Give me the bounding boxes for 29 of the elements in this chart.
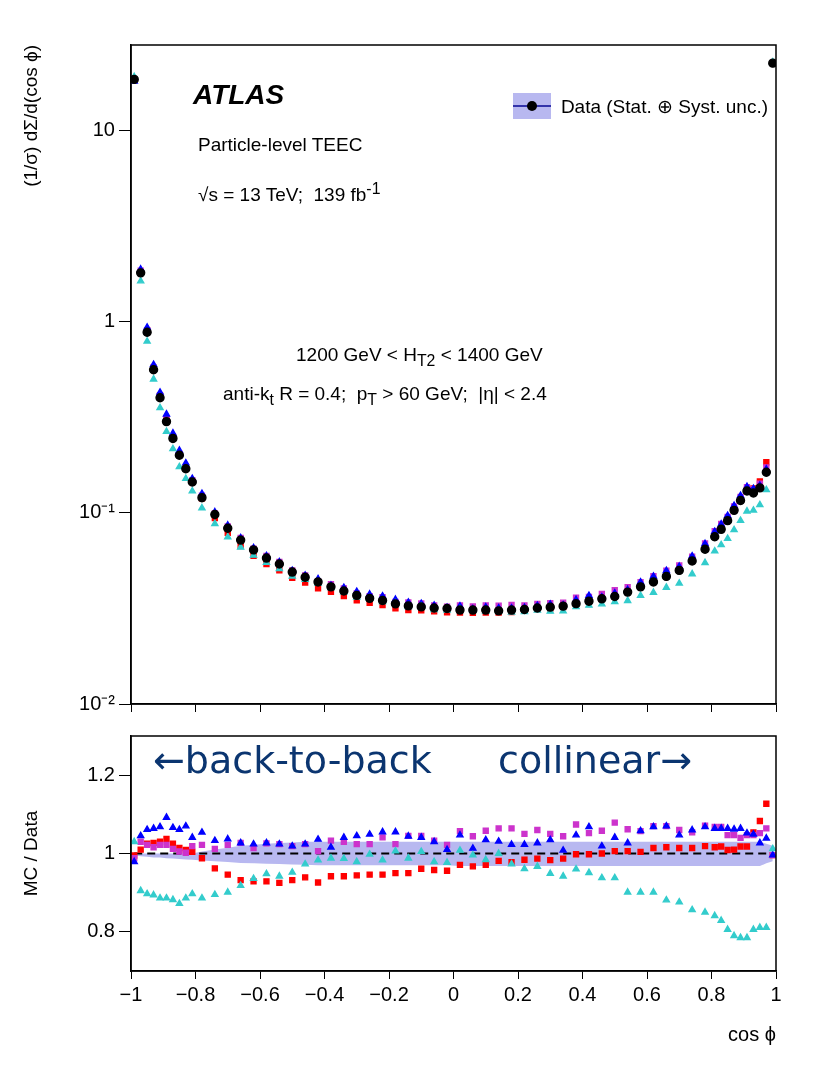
annotation: ATLAS [193,79,285,111]
y-axis-title: (1/σ) dΣ/d(cos ϕ) [19,45,41,187]
annotation: Particle-level TEEC [198,134,363,156]
x-axis-title: cos ϕ [728,1022,776,1045]
y-axis-title: MC / Data [19,810,41,897]
annotation: anti-k$_{t}$ R = 0.4; p$_{T}$ > 60 GeV; |η| < 2.4 [223,383,547,409]
y-tick-label: 10 [92,118,115,140]
x-tick-label: −0.6 [240,982,280,1005]
x-tick-label: −0.4 [304,982,345,1005]
legend-label: Data (Stat. ⊕ Syst. unc.) [560,94,768,118]
x-tick-label: 0.6 [633,982,661,1005]
x-tick-label: 0.8 [697,982,726,1005]
y-tick-label: 10⁻² [79,691,116,714]
x-tick-label: −0.2 [369,982,409,1005]
x-tick-label: 0.4 [568,982,597,1005]
annotation: collinear→ [498,738,693,782]
x-tick-label: 0.2 [504,982,532,1005]
y-tick-label: 10⁻¹ [79,500,116,523]
y-tick-label: 1 [103,309,115,332]
y-tick-label: 0.8 [87,919,115,942]
x-tick-label: 0 [447,982,460,1005]
annotation: ←back-to-back [153,738,432,782]
annotation: 1200 GeV < H$_{T2}$ < 1400 GeV [296,344,543,370]
y-tick-label: 1 [103,841,115,864]
x-tick-label: −0.8 [175,982,216,1005]
x-tick-label: 1 [770,982,782,1005]
x-tick-label: −1 [119,982,143,1005]
y-tick-label: 1.2 [87,762,115,785]
annotation: √s = 13 TeV; 139 fb$^{-1}$ [198,180,381,207]
